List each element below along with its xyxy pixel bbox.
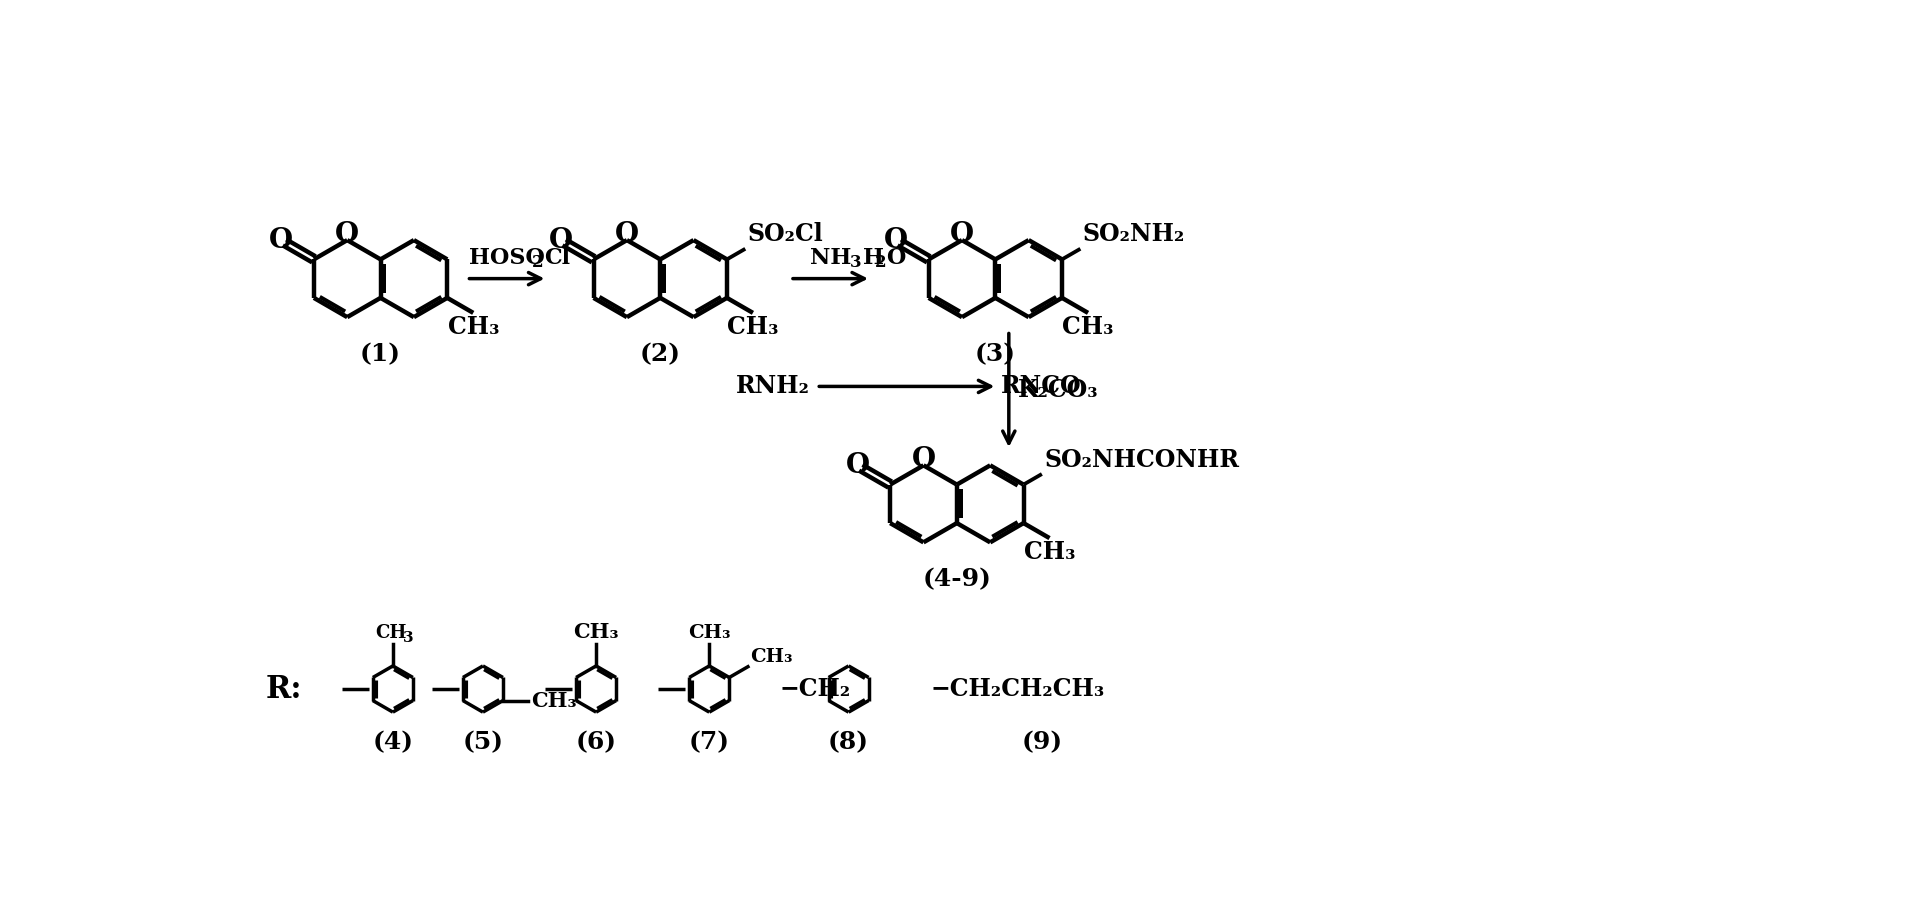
- Text: CH₃: CH₃: [530, 690, 576, 711]
- Text: (7): (7): [688, 731, 731, 755]
- Text: O: O: [615, 222, 638, 248]
- Text: Cl: Cl: [544, 246, 571, 269]
- Text: CH₃: CH₃: [573, 622, 619, 642]
- Text: O: O: [844, 452, 870, 479]
- Text: O: O: [335, 222, 359, 248]
- Text: O: O: [951, 222, 974, 248]
- Text: CH₃: CH₃: [750, 648, 792, 665]
- Text: CH: CH: [376, 624, 407, 642]
- Text: RNCO: RNCO: [1001, 375, 1082, 399]
- Text: CH₃: CH₃: [688, 624, 731, 642]
- Text: (5): (5): [463, 731, 503, 755]
- Text: −CH₂: −CH₂: [779, 677, 850, 701]
- Text: (8): (8): [829, 731, 870, 755]
- Text: H: H: [864, 246, 883, 269]
- Text: HOSO: HOSO: [469, 246, 546, 269]
- Text: CH₃: CH₃: [1062, 315, 1114, 339]
- Text: O: O: [549, 227, 573, 254]
- Text: SO₂NH₂: SO₂NH₂: [1084, 222, 1186, 246]
- Text: R:: R:: [266, 674, 303, 704]
- Text: CH₃: CH₃: [447, 315, 499, 339]
- Text: (4): (4): [372, 731, 413, 755]
- Text: (3): (3): [976, 342, 1016, 366]
- Text: 2: 2: [875, 254, 887, 271]
- Text: 3: 3: [403, 631, 413, 645]
- Text: CH₃: CH₃: [1024, 541, 1076, 565]
- Text: RNH₂: RNH₂: [736, 375, 810, 399]
- Text: O: O: [883, 227, 908, 254]
- Text: 2: 2: [532, 254, 544, 271]
- Text: CH₃: CH₃: [727, 315, 779, 339]
- Text: SO₂NHCONHR: SO₂NHCONHR: [1045, 448, 1240, 472]
- Text: SO₂Cl: SO₂Cl: [748, 222, 823, 246]
- Text: (4-9): (4-9): [922, 568, 991, 592]
- Text: −CH₂CH₂CH₃: −CH₂CH₂CH₃: [929, 677, 1105, 701]
- Text: O: O: [912, 447, 935, 473]
- Text: NH: NH: [810, 246, 850, 269]
- Text: (2): (2): [640, 342, 681, 366]
- Text: O: O: [270, 227, 293, 254]
- Text: 3: 3: [850, 254, 862, 271]
- Text: (9): (9): [1022, 731, 1062, 755]
- Text: O: O: [887, 246, 906, 269]
- Text: (6): (6): [576, 731, 617, 755]
- Text: (1): (1): [361, 342, 401, 366]
- Text: K₂CO₃: K₂CO₃: [1018, 378, 1099, 402]
